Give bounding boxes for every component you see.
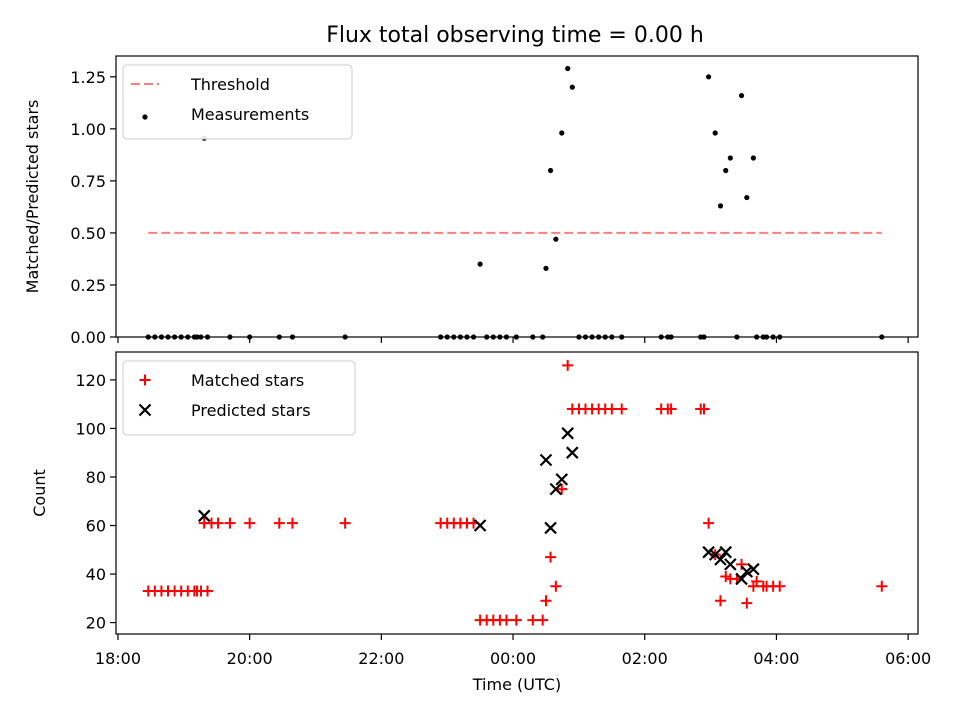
predicted-star-marker <box>740 565 754 578</box>
x-tick-label: 06:00 <box>885 649 931 668</box>
y-tick-label: 60 <box>86 517 106 536</box>
y-tick-label: 1.00 <box>70 120 106 139</box>
matched-star-marker <box>736 558 748 570</box>
predicted-star-marker <box>544 521 557 535</box>
matched-star-marker <box>510 614 522 626</box>
matched-star-marker <box>273 517 285 529</box>
measurement-point <box>717 203 724 209</box>
predicted-star-marker <box>714 553 727 566</box>
matched-star-marker <box>224 517 236 529</box>
measurement-point <box>744 194 750 201</box>
matched-star-marker <box>339 517 351 529</box>
predicted-star-marker <box>549 482 563 496</box>
y-tick-label: 0.00 <box>70 328 106 347</box>
matched-star-marker <box>550 580 562 592</box>
matched-star-marker <box>286 517 298 529</box>
predicted-star-marker <box>197 509 211 523</box>
y-tick-label: 20 <box>86 614 106 633</box>
matched-star-marker <box>741 597 753 609</box>
x-tick-label: 22:00 <box>358 649 404 668</box>
measurement-point <box>543 265 549 271</box>
matched-star-marker <box>537 614 549 626</box>
legend-label: Measurements <box>191 105 309 124</box>
y-tick-label: 0.25 <box>70 276 106 295</box>
legend-predicted-swatch <box>138 403 152 417</box>
legend-box <box>122 64 353 140</box>
predicted-star-marker <box>561 427 574 440</box>
x-tick-label: 04:00 <box>753 649 799 668</box>
legend-measurement-swatch <box>142 114 148 120</box>
axes-frame <box>115 351 919 635</box>
y-axis-label: Matched/Predicted stars <box>23 100 42 294</box>
x-tick-label: 18:00 <box>95 649 141 668</box>
predicted-star-marker <box>539 453 553 467</box>
measurement-point <box>727 155 733 161</box>
matched-star-marker <box>500 614 512 626</box>
legend-label: Predicted stars <box>191 401 311 420</box>
x-tick-label: 20:00 <box>227 649 273 668</box>
y-tick-label: 0.75 <box>70 172 106 191</box>
matched-star-marker <box>244 517 256 529</box>
predicted-star-marker <box>719 545 733 559</box>
measurement-point <box>565 65 571 72</box>
predicted-star-marker <box>747 562 760 576</box>
measurement-point <box>553 236 559 242</box>
y-tick-label: 80 <box>86 468 106 487</box>
legend-label: Matched stars <box>191 371 304 390</box>
y-tick-label: 40 <box>86 565 106 584</box>
matched-star-marker <box>545 551 557 563</box>
measurement-point <box>559 130 565 136</box>
measurement-point <box>750 155 756 161</box>
x-tick-label: 00:00 <box>490 649 536 668</box>
predicted-star-marker <box>566 446 579 459</box>
measurement-point <box>723 167 729 174</box>
top-panel: 0.00 0.25 0.50 0.75 1.00 1.25 Matched/Predicte… <box>23 55 919 347</box>
matched-star-marker <box>703 517 715 529</box>
legend-box <box>122 360 356 436</box>
y-axis-label: Count <box>30 469 49 517</box>
matched-star-marker <box>714 595 726 607</box>
matched-star-marker <box>540 595 552 607</box>
axes-frame <box>115 55 919 338</box>
measurement-point <box>477 261 483 267</box>
legend: Matched stars Predicted stars <box>122 360 356 436</box>
matched-star-marker <box>774 580 786 592</box>
matched-star-marker <box>212 517 224 529</box>
predicted-star-marker <box>555 473 569 486</box>
y-tick-label: 1.25 <box>70 68 106 87</box>
measurement-point <box>712 130 718 136</box>
measurement-point <box>569 84 575 90</box>
matched-star-marker <box>556 483 568 495</box>
measurement-point <box>706 74 712 80</box>
y-tick-label: 100 <box>75 419 106 438</box>
matched-star-marker <box>698 403 710 415</box>
matched-star-marker <box>751 575 763 587</box>
predicted-star-marker <box>724 558 737 571</box>
matched-star-marker <box>527 614 539 626</box>
legend: Threshold Measurements <box>122 64 353 140</box>
y-tick-label: 120 <box>75 371 106 390</box>
x-axis-label: Time (UTC) <box>472 675 561 694</box>
legend-label: Threshold <box>190 75 270 94</box>
matched-star-marker <box>876 580 888 592</box>
matched-star-marker <box>665 403 677 415</box>
measurement-point <box>738 92 745 99</box>
y-tick-label: 0.50 <box>70 224 106 243</box>
matched-star-marker <box>202 585 214 597</box>
legend-matched-swatch <box>139 374 151 386</box>
matched-star-marker <box>562 359 574 371</box>
predicted-star-marker <box>473 519 487 532</box>
bottom-panel: 20 40 60 80 100 120 18:00 20:00 22:00 00:00 02:00 0… <box>30 351 931 694</box>
matched-star-marker <box>616 403 628 415</box>
predicted-star-marker <box>702 545 715 559</box>
matched-star-marker <box>606 403 618 415</box>
chart-title: Flux total observing time = 0.00 h <box>326 23 704 48</box>
x-tick-label: 02:00 <box>622 649 668 668</box>
measurement-point <box>547 167 554 174</box>
predicted-star-marker <box>735 572 748 586</box>
